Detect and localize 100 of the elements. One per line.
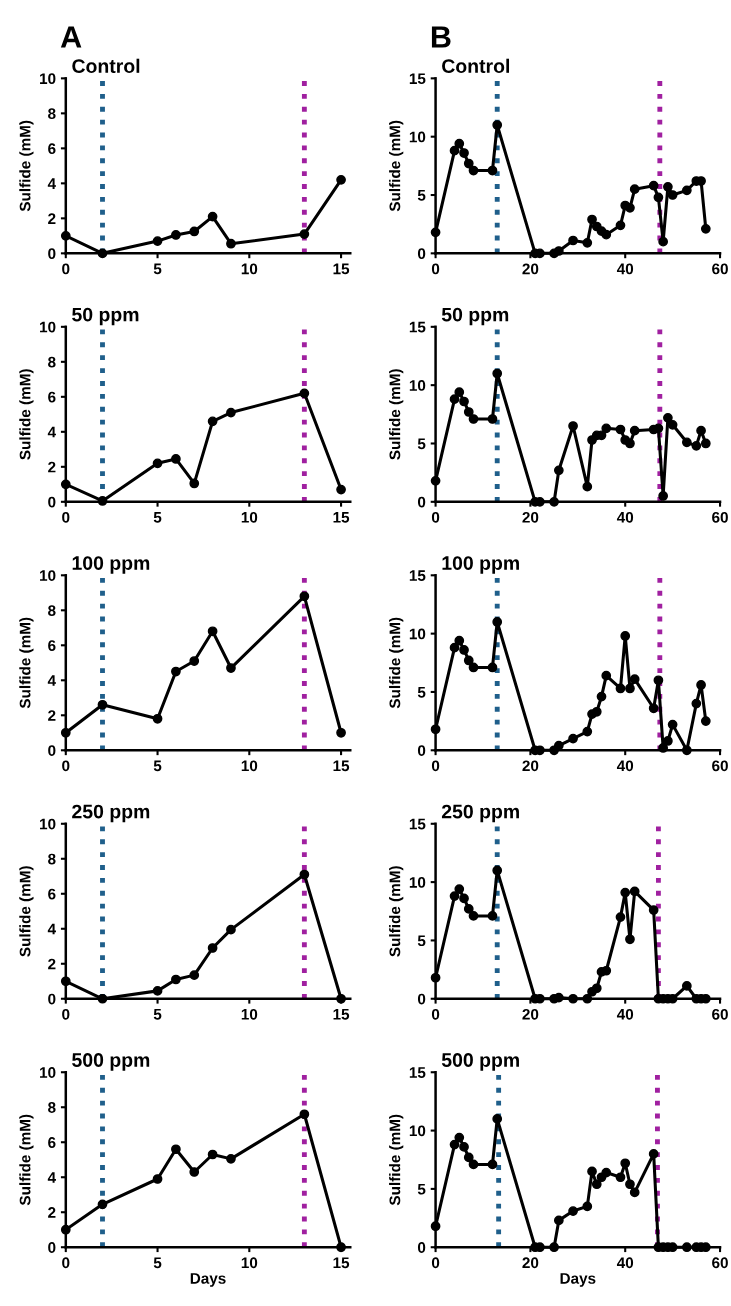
y-tick-label: 15 <box>409 321 426 333</box>
x-tick-label: 40 <box>616 1257 634 1269</box>
x-tick-label: 5 <box>153 512 162 523</box>
y-tick-label: 5 <box>417 935 426 947</box>
y-tick-label: 6 <box>48 143 56 155</box>
y-tick-label: 15 <box>409 818 426 830</box>
x-tick-label: 0 <box>431 263 440 275</box>
y-tick-label: 10 <box>40 73 56 85</box>
x-tick-label: 15 <box>333 1257 350 1269</box>
y-tick-label: 15 <box>409 73 426 85</box>
x-tick-label: 5 <box>153 263 162 275</box>
chart-title: 250 ppm <box>72 804 150 823</box>
chart-title: Control <box>442 58 510 73</box>
x-axis-title: Days <box>560 1273 596 1287</box>
y-tick-label: 4 <box>47 923 56 935</box>
y-tick-label: 8 <box>48 108 56 120</box>
y-tick-label: 0 <box>48 248 56 260</box>
text: B <box>431 26 451 48</box>
y-tick-label: 10 <box>40 1067 56 1078</box>
y-axis-title: Sulfide (mM) <box>389 617 404 709</box>
chart-title: 50 ppm <box>72 307 139 326</box>
y-tick-label: 10 <box>40 570 56 581</box>
y-tick-label: 15 <box>409 1067 426 1078</box>
y-tick-label: 0 <box>417 248 426 260</box>
y-tick-label: 4 <box>47 178 56 189</box>
y-tick-label: 6 <box>48 1137 56 1148</box>
y-tick-label: 4 <box>47 426 56 438</box>
x-tick-label: 60 <box>712 511 728 523</box>
y-tick-label: 10 <box>409 131 426 143</box>
y-tick-label: 15 <box>409 570 426 581</box>
y-tick-label: 6 <box>48 640 56 651</box>
x-tick-label: 15 <box>333 760 350 772</box>
y-tick-label: 5 <box>417 190 426 201</box>
y-tick-label: 0 <box>417 496 426 508</box>
x-tick-label: 40 <box>616 760 634 772</box>
y-axis-title: Sulfide (mM) <box>19 369 34 460</box>
x-tick-label: 0 <box>62 1257 70 1269</box>
y-axis-title: Sulfide (mM) <box>389 369 404 460</box>
x-tick-label: 0 <box>62 263 70 275</box>
y-tick-label: 8 <box>48 605 56 616</box>
x-tick-label: 20 <box>522 1008 539 1020</box>
x-tick-label: 60 <box>712 1257 728 1269</box>
x-tick-label: 0 <box>431 1008 440 1020</box>
y-tick-label: 4 <box>47 675 56 686</box>
x-tick-label: 20 <box>522 511 539 523</box>
y-tick-label: 0 <box>48 1242 56 1253</box>
y-tick-label: 2 <box>48 461 56 473</box>
y-tick-label: 2 <box>48 710 56 721</box>
y-tick-label: 5 <box>417 438 426 450</box>
x-tick-label: 20 <box>522 1257 539 1269</box>
x-tick-label: 20 <box>522 760 539 772</box>
chart-title: 100 ppm <box>72 556 150 574</box>
x-tick-label: 10 <box>241 760 258 772</box>
y-axis-title: Sulfide (mM) <box>19 1114 34 1206</box>
y-tick-label: 10 <box>409 1125 426 1137</box>
y-tick-label: 0 <box>417 1242 426 1253</box>
x-tick-label: 5 <box>153 1257 162 1269</box>
y-axis-title: Sulfide (mM) <box>389 120 404 212</box>
y-tick-label: 2 <box>48 958 56 970</box>
y-tick-label: 8 <box>48 1102 56 1113</box>
x-tick-label: 15 <box>333 1009 350 1020</box>
x-tick-label: 60 <box>712 760 728 772</box>
chart-title: 250 ppm <box>441 804 519 823</box>
text: A <box>60 26 82 48</box>
y-tick-label: 10 <box>40 321 56 333</box>
x-tick-label: 60 <box>712 263 728 275</box>
x-tick-label: 0 <box>431 760 440 772</box>
y-axis-title: Sulfide (mM) <box>19 120 34 212</box>
y-tick-label: 8 <box>48 356 56 368</box>
y-tick-label: 0 <box>48 496 56 508</box>
y-tick-label: 6 <box>48 391 56 403</box>
x-tick-label: 40 <box>616 1008 634 1020</box>
chart-title: 500 ppm <box>72 1053 150 1071</box>
y-tick-label: 6 <box>48 888 56 900</box>
x-tick-label: 0 <box>431 511 440 523</box>
x-tick-label: 40 <box>616 511 634 523</box>
y-tick-label: 0 <box>48 745 56 756</box>
chart-title: 50 ppm <box>441 307 509 326</box>
y-axis-title: Sulfide (mM) <box>389 866 404 957</box>
y-tick-label: 10 <box>409 628 426 640</box>
y-tick-label: 8 <box>48 853 56 865</box>
y-axis-title: Sulfide (mM) <box>19 617 34 709</box>
x-tick-label: 10 <box>241 263 258 275</box>
x-tick-label: 0 <box>62 511 70 523</box>
x-tick-label: 10 <box>241 1257 258 1269</box>
y-tick-label: 0 <box>48 993 56 1005</box>
y-tick-label: 5 <box>417 686 426 698</box>
x-axis-title: Days <box>190 1273 226 1287</box>
y-tick-label: 0 <box>417 745 426 756</box>
y-tick-label: 2 <box>48 213 56 224</box>
y-tick-label: 2 <box>48 1207 56 1218</box>
y-axis-title: Sulfide (mM) <box>389 1114 404 1206</box>
y-tick-label: 4 <box>47 1172 56 1183</box>
x-tick-label: 5 <box>153 1009 162 1020</box>
x-tick-label: 40 <box>616 263 634 275</box>
y-tick-label: 0 <box>417 993 426 1005</box>
y-tick-label: 10 <box>40 818 56 830</box>
x-tick-label: 10 <box>241 1008 258 1020</box>
x-tick-label: 20 <box>522 263 539 275</box>
x-tick-label: 15 <box>333 512 350 523</box>
